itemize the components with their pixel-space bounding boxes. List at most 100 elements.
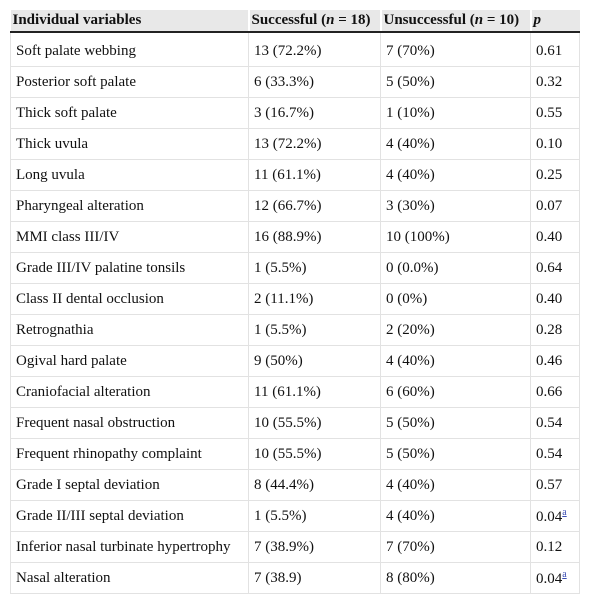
cell-unsuccessful: 10 (100%) bbox=[380, 221, 531, 253]
cell-successful-text: 10 (55.5%) bbox=[254, 414, 322, 431]
cell-p-value: 0.46 bbox=[530, 345, 580, 377]
cell-variable-text: Frequent nasal obstruction bbox=[16, 414, 176, 431]
cell-variable: Long uvula bbox=[10, 159, 249, 191]
cell-variable: Frequent nasal obstruction bbox=[10, 407, 249, 439]
cell-successful-text: 16 (88.9%) bbox=[254, 228, 322, 245]
cell-variable-text: Long uvula bbox=[16, 166, 85, 183]
table-row: Retrognathia 1 (5.5%) 2 (20%) 0.28 bbox=[10, 314, 580, 346]
table-row: Grade II/III septal deviation 1 (5.5%) 4 (… bbox=[10, 500, 580, 532]
cell-unsuccessful: 2 (20%) bbox=[380, 314, 531, 346]
cell-successful-text: 7 (38.9%) bbox=[254, 538, 314, 555]
cell-p-value: 0.10 bbox=[530, 128, 580, 160]
cell-unsuccessful: 6 (60%) bbox=[380, 376, 531, 408]
cell-variable: Class II dental occlusion bbox=[10, 283, 249, 315]
cell-variable: MMI class III/IV bbox=[10, 221, 249, 253]
cell-unsuccessful-text: 4 (40%) bbox=[386, 507, 435, 524]
cell-successful-text: 1 (5.5%) bbox=[254, 321, 307, 338]
cell-p-value: 0.28 bbox=[530, 314, 580, 346]
cell-p-value: 0.64 bbox=[530, 252, 580, 284]
cell-variable: Thick soft palate bbox=[10, 97, 249, 129]
cell-variable-text: Ogival hard palate bbox=[16, 352, 127, 369]
table-row: Thick soft palate 3 (16.7%) 1 (10%) 0.55 bbox=[10, 97, 580, 129]
cell-successful-text: 13 (72.2%) bbox=[254, 42, 322, 59]
cell-unsuccessful-text: 5 (50%) bbox=[386, 414, 435, 431]
cell-unsuccessful: 5 (50%) bbox=[380, 438, 531, 470]
cell-p-value: 0.54 bbox=[530, 407, 580, 439]
cell-successful: 12 (66.7%) bbox=[248, 190, 381, 222]
cell-p-value-text: 0.28 bbox=[536, 321, 563, 338]
cell-variable-text: Thick soft palate bbox=[16, 104, 117, 121]
table-row: Frequent rhinopathy complaint 10 (55.5%) 5… bbox=[10, 438, 580, 470]
cell-successful-text: 3 (16.7%) bbox=[254, 104, 314, 121]
cell-variable-text: Thick uvula bbox=[16, 135, 89, 152]
cell-unsuccessful-text: 8 (80%) bbox=[386, 569, 435, 586]
cell-p-value: 0.04a bbox=[530, 500, 580, 532]
cell-p-value-text: 0.54 bbox=[536, 445, 563, 462]
header-individual-variables: Individual variables bbox=[10, 10, 249, 33]
cell-p-value-text: 0.46 bbox=[536, 352, 563, 369]
cell-variable: Ogival hard palate bbox=[10, 345, 249, 377]
cell-unsuccessful: 5 (50%) bbox=[380, 66, 531, 98]
cell-successful: 11 (61.1%) bbox=[248, 376, 381, 408]
footnote-link[interactable]: a bbox=[562, 506, 567, 518]
header-unsuccessful-n: n bbox=[474, 12, 484, 28]
cell-successful-text: 10 (55.5%) bbox=[254, 445, 322, 462]
cell-p-value: 0.40 bbox=[530, 283, 580, 315]
cell-variable-text: Retrognathia bbox=[16, 321, 94, 338]
footnote-link[interactable]: a bbox=[562, 568, 567, 580]
header-successful-pre: Successful ( bbox=[251, 12, 327, 28]
cell-unsuccessful-text: 7 (70%) bbox=[386, 538, 435, 555]
cell-successful-text: 6 (33.3%) bbox=[254, 73, 314, 90]
cell-p-value-text: 0.10 bbox=[536, 135, 563, 152]
cell-variable-text: Grade I septal deviation bbox=[16, 476, 160, 493]
cell-unsuccessful: 8 (80%) bbox=[380, 562, 531, 594]
table-row: Frequent nasal obstruction 10 (55.5%) 5 (5… bbox=[10, 407, 580, 439]
cell-variable: Pharyngeal alteration bbox=[10, 190, 249, 222]
table-row: MMI class III/IV 16 (88.9%) 10 (100%) 0.40 bbox=[10, 221, 580, 253]
cell-unsuccessful: 7 (70%) bbox=[380, 531, 531, 563]
cell-successful-text: 1 (5.5%) bbox=[254, 507, 307, 524]
cell-successful: 2 (11.1%) bbox=[248, 283, 381, 315]
cell-successful: 9 (50%) bbox=[248, 345, 381, 377]
cell-unsuccessful: 4 (40%) bbox=[380, 159, 531, 191]
header-successful-n: n bbox=[326, 12, 335, 28]
cell-unsuccessful-text: 0 (0%) bbox=[386, 290, 428, 307]
cell-variable-text: Inferior nasal turbinate hypertrophy bbox=[16, 538, 231, 555]
cell-p-value: 0.57 bbox=[530, 469, 580, 501]
cell-unsuccessful: 4 (40%) bbox=[380, 345, 531, 377]
table-row: Soft palate webbing 13 (72.2%) 7 (70%) 0.61 bbox=[10, 32, 580, 67]
cell-variable: Soft palate webbing bbox=[10, 32, 249, 67]
cell-variable-text: Grade III/IV palatine tonsils bbox=[16, 259, 186, 276]
table-row: Ogival hard palate 9 (50%) 4 (40%) 0.46 bbox=[10, 345, 580, 377]
cell-variable-text: Nasal alteration bbox=[16, 569, 111, 586]
cell-p-value: 0.61 bbox=[530, 32, 580, 67]
cell-variable: Frequent rhinopathy complaint bbox=[10, 438, 249, 470]
cell-variable: Grade III/IV palatine tonsils bbox=[10, 252, 249, 284]
cell-p-value-text: 0.40 bbox=[536, 228, 563, 245]
header-successful-post: = 18) bbox=[334, 12, 371, 28]
cell-successful-text: 2 (11.1%) bbox=[254, 290, 314, 307]
cell-successful-text: 13 (72.2%) bbox=[254, 135, 322, 152]
cell-successful: 3 (16.7%) bbox=[248, 97, 381, 129]
cell-variable: Retrognathia bbox=[10, 314, 249, 346]
cell-p-value-text: 0.66 bbox=[536, 383, 563, 400]
cell-p-value: 0.32 bbox=[530, 66, 580, 98]
cell-p-value: 0.04a bbox=[530, 562, 580, 594]
cell-p-value-text: 0.12 bbox=[536, 538, 563, 555]
cell-p-value-text: 0.54 bbox=[536, 414, 563, 431]
cell-variable-text: Grade II/III septal deviation bbox=[16, 507, 184, 524]
table-row: Grade I septal deviation 8 (44.4%) 4 (40%)… bbox=[10, 469, 580, 501]
cell-successful-text: 1 (5.5%) bbox=[254, 259, 307, 276]
cell-p-value-text: 0.07 bbox=[536, 197, 563, 214]
cell-unsuccessful-text: 4 (40%) bbox=[386, 476, 435, 493]
cell-unsuccessful: 4 (40%) bbox=[380, 500, 531, 532]
cell-p-value-text: 0.55 bbox=[536, 104, 563, 121]
cell-successful: 13 (72.2%) bbox=[248, 128, 381, 160]
cell-successful: 6 (33.3%) bbox=[248, 66, 381, 98]
cell-p-value-text: 0.25 bbox=[536, 166, 563, 183]
cell-variable-text: Soft palate webbing bbox=[16, 42, 136, 59]
cell-p-value-text: 0.32 bbox=[536, 73, 563, 90]
cell-successful: 1 (5.5%) bbox=[248, 500, 381, 532]
table-row: Pharyngeal alteration 12 (66.7%) 3 (30%) 0.… bbox=[10, 190, 580, 222]
cell-unsuccessful-text: 4 (40%) bbox=[386, 352, 435, 369]
